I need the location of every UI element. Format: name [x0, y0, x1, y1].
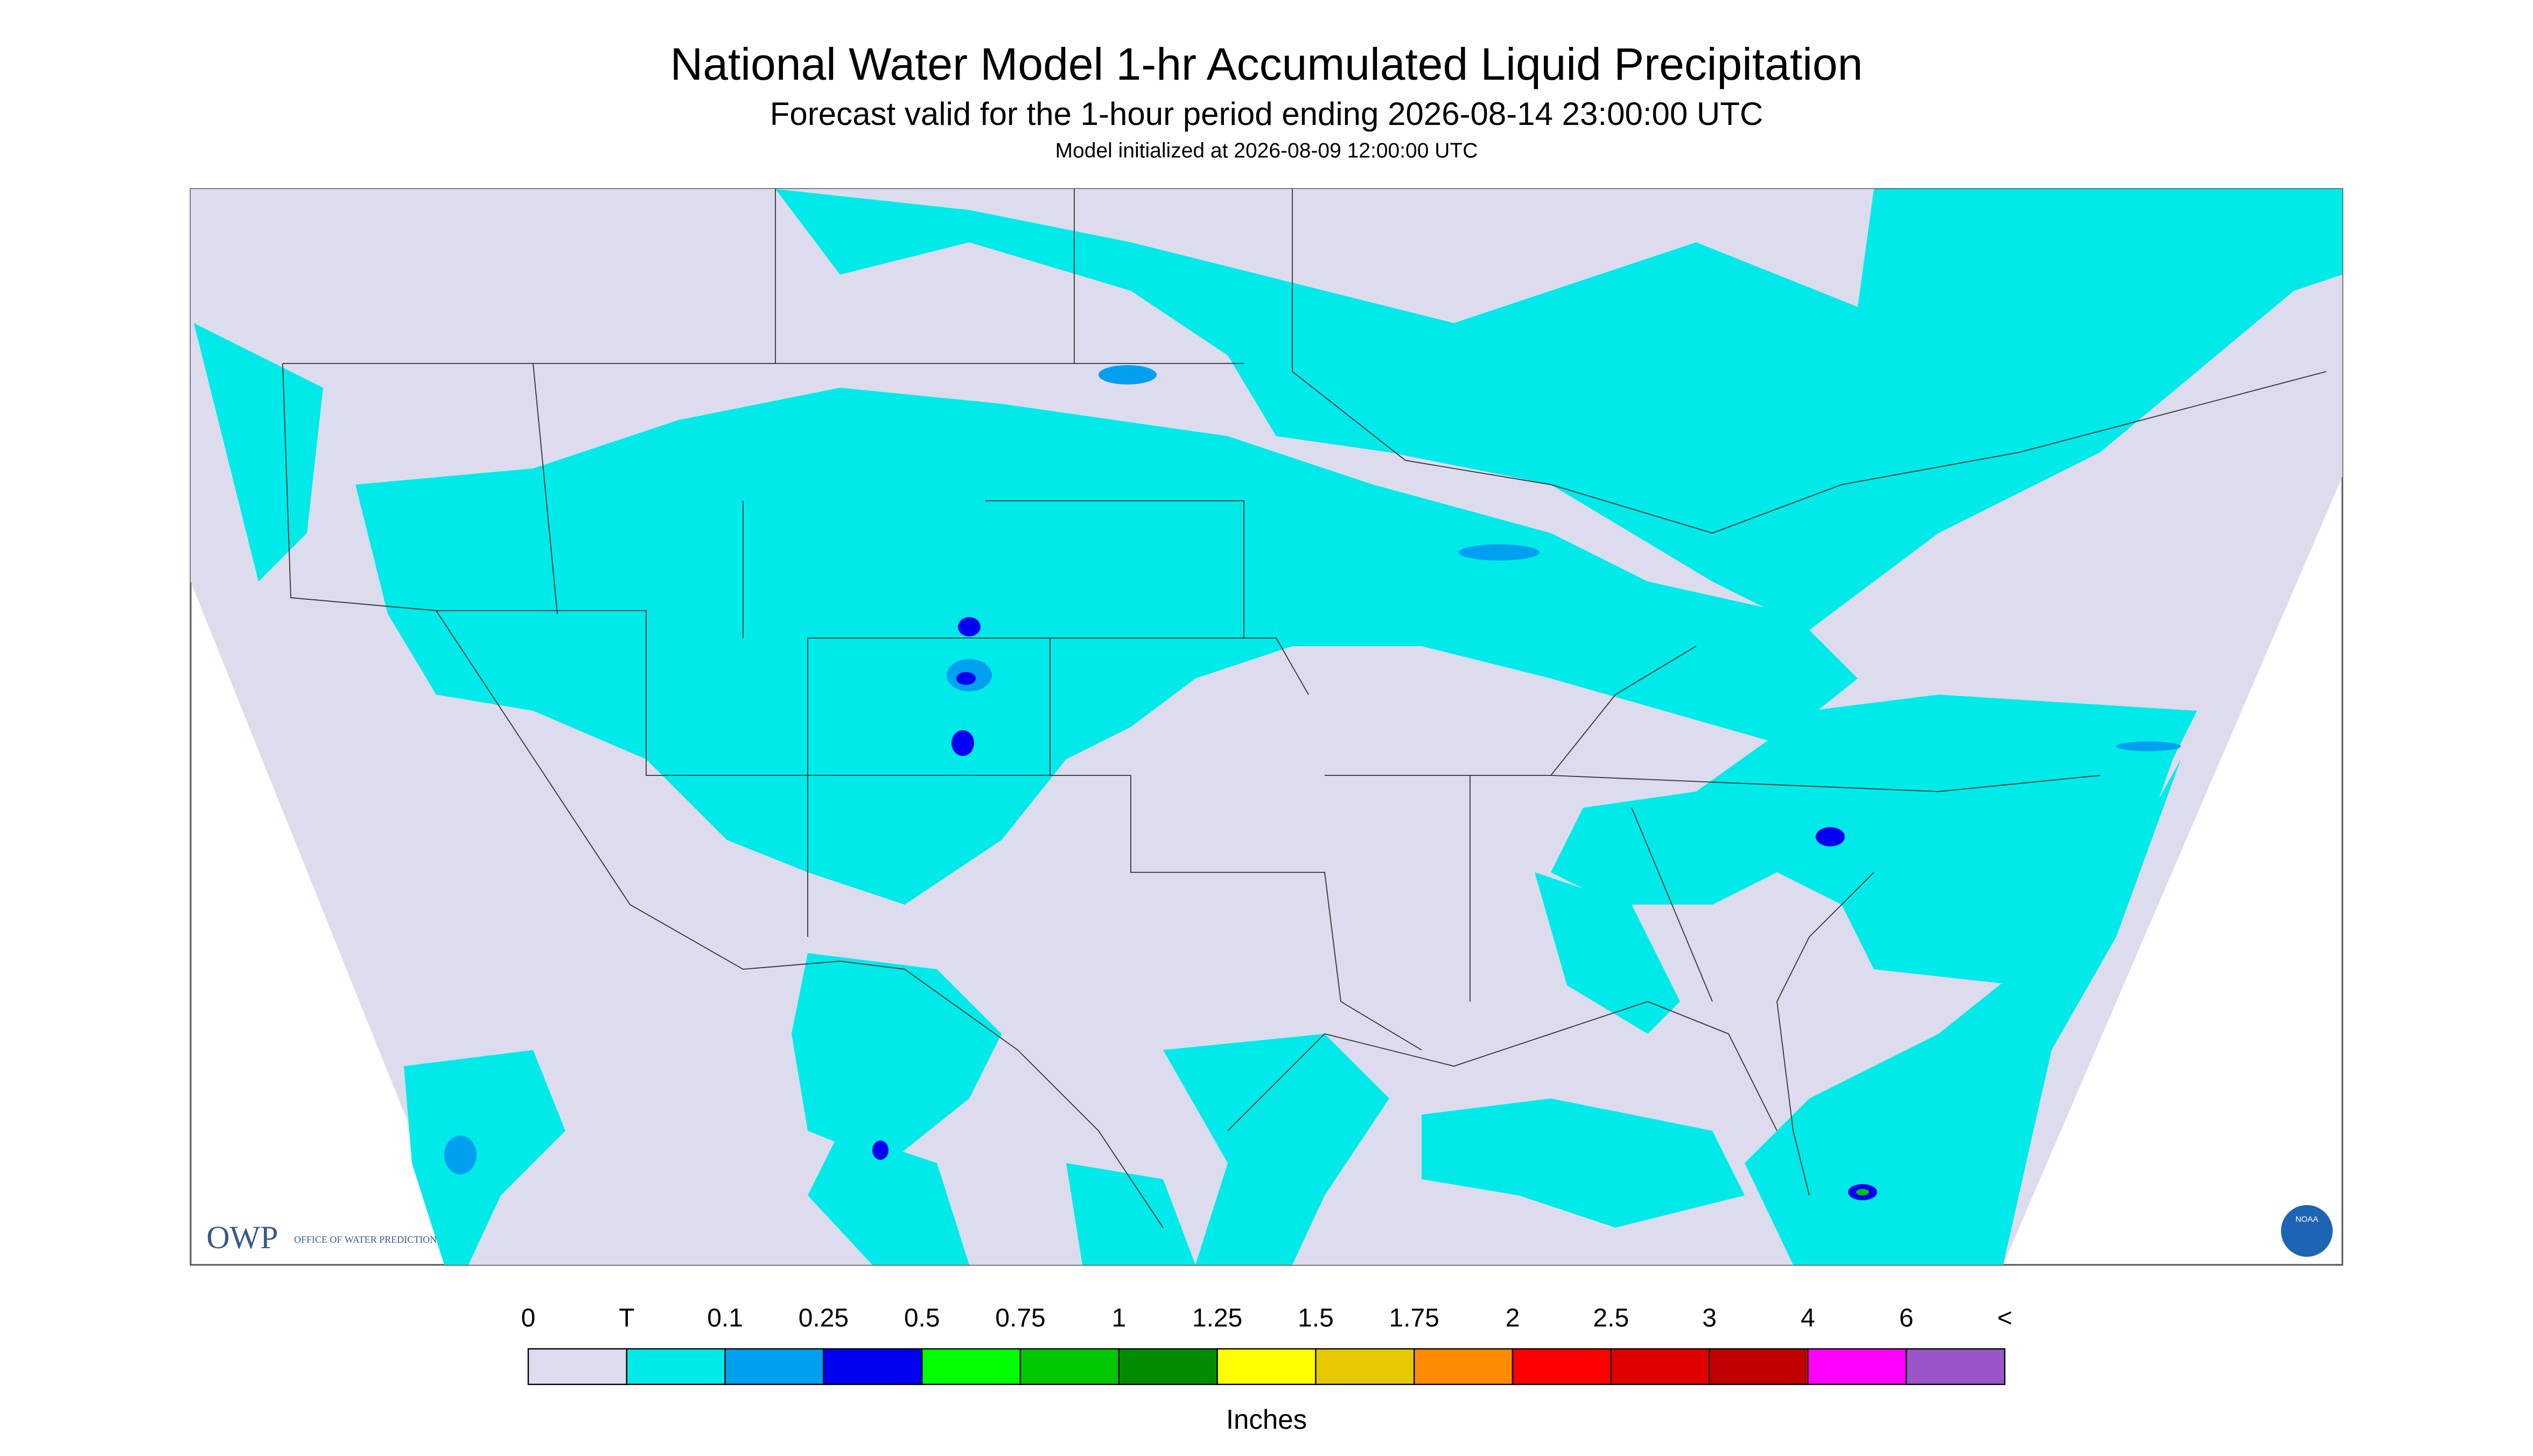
owp-name: OFFICE OF WATER PREDICTION	[294, 1234, 437, 1245]
title: National Water Model 1-hr Accumulated Li…	[670, 39, 1863, 89]
legend-unit: Inches	[1226, 1404, 1307, 1434]
legend-label: <	[1997, 1304, 2012, 1333]
legend-label: 3	[1702, 1304, 1717, 1333]
legend-label: T	[619, 1304, 634, 1333]
legend-swatch	[1315, 1348, 1415, 1385]
legend-swatch	[1019, 1348, 1120, 1385]
legend-swatch	[1118, 1348, 1218, 1385]
legend-swatch	[921, 1348, 1021, 1385]
legend-label: 0.25	[799, 1304, 849, 1333]
boundaries	[282, 189, 2327, 1228]
legend-swatch	[527, 1348, 628, 1385]
legend-label: 1.75	[1389, 1304, 1439, 1333]
legend-swatch	[626, 1348, 726, 1385]
legend-label: 2.5	[1593, 1304, 1629, 1333]
legend-label: 0.5	[904, 1304, 940, 1333]
legend-label: 1	[1111, 1304, 1126, 1333]
legend-swatch	[724, 1348, 824, 1385]
legend-swatch	[823, 1348, 923, 1385]
legend-swatch	[1905, 1348, 2006, 1385]
owp-logo: OWP	[206, 1220, 278, 1255]
legend-swatch	[1709, 1348, 1809, 1385]
legend-swatch	[1610, 1348, 1710, 1385]
init-time: Model initialized at 2026-08-09 12:00:00…	[1055, 139, 1478, 162]
noaa-text: NOAA	[2296, 1215, 2319, 1224]
legend-label: 6	[1899, 1304, 1914, 1333]
map-panel: OWP OFFICE OF WATER PREDICTION NOAA	[190, 188, 2343, 1266]
legend-label: 0	[521, 1304, 536, 1333]
legend-label: 2	[1506, 1304, 1520, 1333]
legend-label: 0.1	[707, 1304, 743, 1333]
legend-swatch	[1414, 1348, 1514, 1385]
legend-swatch	[1807, 1348, 1907, 1385]
legend-label: 1.5	[1298, 1304, 1334, 1333]
legend-swatch	[1512, 1348, 1612, 1385]
legend-swatch	[1216, 1348, 1317, 1385]
legend-label: 1.25	[1192, 1304, 1242, 1333]
heavy-precip	[444, 365, 2181, 1201]
subtitle: Forecast valid for the 1-hour period end…	[770, 96, 1763, 132]
precip-areas	[194, 189, 2342, 1265]
legend-label: 0.75	[995, 1304, 1045, 1333]
noaa-logo	[2281, 1205, 2333, 1257]
legend: 0 T 0.1 0.25 0.5 0.75 1 1.25 1.5 1.75 2 2.5 3 4 6 <	[521, 1304, 2012, 1385]
legend-label: 4	[1801, 1304, 1815, 1333]
